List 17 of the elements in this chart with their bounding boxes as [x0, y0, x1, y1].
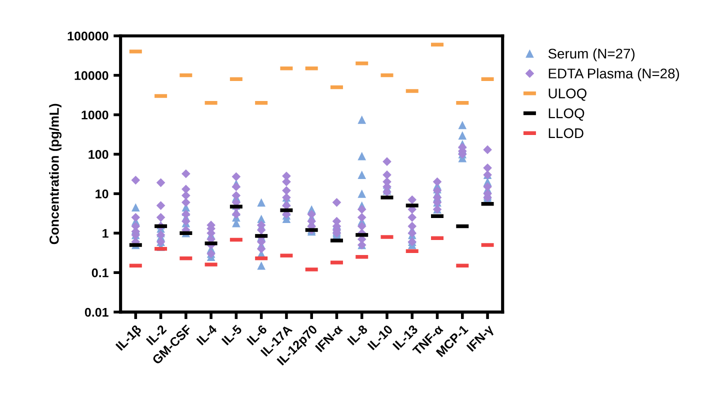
y-tick-label: 100000 [68, 32, 108, 41]
y-tick-label: 10000 [74, 71, 108, 80]
y-tick-label: 0.1 [92, 268, 108, 278]
x-tick-label: IL-5 [221, 324, 242, 346]
x-tick-label: IL-4 [196, 324, 218, 346]
x-tick-label: IL-8 [346, 324, 368, 346]
y-tick-label: 10 [96, 189, 108, 198]
legend-label: Serum (N=27) [548, 48, 634, 62]
legend-label: ULOQ [548, 88, 586, 101]
y-axis-title: Concentration (pg/mL) [49, 104, 62, 244]
y-tick-label: 1 [102, 229, 108, 238]
legend-label: LLOQ [548, 108, 584, 121]
y-tick-label: 0.01 [84, 308, 108, 317]
legend-label: EDTA Plasma (N=28) [548, 68, 680, 82]
legend-label: LLOD [548, 128, 584, 138]
y-tick-label: 100 [88, 150, 108, 159]
y-tick-label: 1000 [82, 110, 108, 120]
